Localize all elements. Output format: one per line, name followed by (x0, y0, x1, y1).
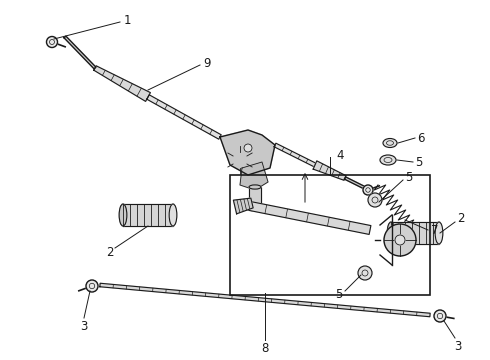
Bar (230, 175, 430, 295)
Text: 2: 2 (457, 212, 465, 225)
Ellipse shape (383, 139, 397, 148)
Polygon shape (64, 36, 96, 69)
Polygon shape (244, 201, 371, 234)
Text: 5: 5 (335, 288, 343, 302)
Text: 6: 6 (417, 131, 425, 144)
Polygon shape (123, 204, 173, 226)
Circle shape (47, 36, 57, 48)
Circle shape (86, 280, 98, 292)
Circle shape (363, 185, 373, 195)
Ellipse shape (169, 204, 177, 226)
Polygon shape (391, 222, 439, 244)
Circle shape (244, 144, 252, 152)
Polygon shape (344, 177, 366, 189)
Text: 7: 7 (431, 224, 439, 237)
Polygon shape (233, 198, 253, 214)
Circle shape (395, 235, 405, 245)
Polygon shape (94, 66, 150, 102)
Circle shape (384, 224, 416, 256)
Polygon shape (274, 143, 316, 167)
Text: 9: 9 (203, 57, 211, 69)
Text: 8: 8 (261, 342, 269, 355)
Circle shape (434, 310, 446, 322)
Ellipse shape (249, 185, 261, 189)
Ellipse shape (380, 155, 396, 165)
Polygon shape (100, 283, 430, 317)
Ellipse shape (119, 204, 127, 226)
Ellipse shape (249, 207, 261, 211)
Text: 5: 5 (416, 156, 423, 168)
Text: 3: 3 (80, 320, 88, 333)
Text: 3: 3 (454, 339, 462, 352)
Polygon shape (313, 161, 346, 180)
Text: 5: 5 (405, 171, 413, 184)
Text: 1: 1 (123, 14, 131, 27)
Text: 2: 2 (106, 247, 114, 260)
Polygon shape (147, 95, 221, 139)
Circle shape (368, 193, 382, 207)
Polygon shape (220, 130, 275, 175)
Circle shape (358, 266, 372, 280)
Text: 4: 4 (336, 149, 344, 162)
Ellipse shape (435, 222, 443, 244)
Ellipse shape (387, 222, 395, 244)
Polygon shape (240, 162, 268, 190)
Polygon shape (249, 187, 261, 209)
